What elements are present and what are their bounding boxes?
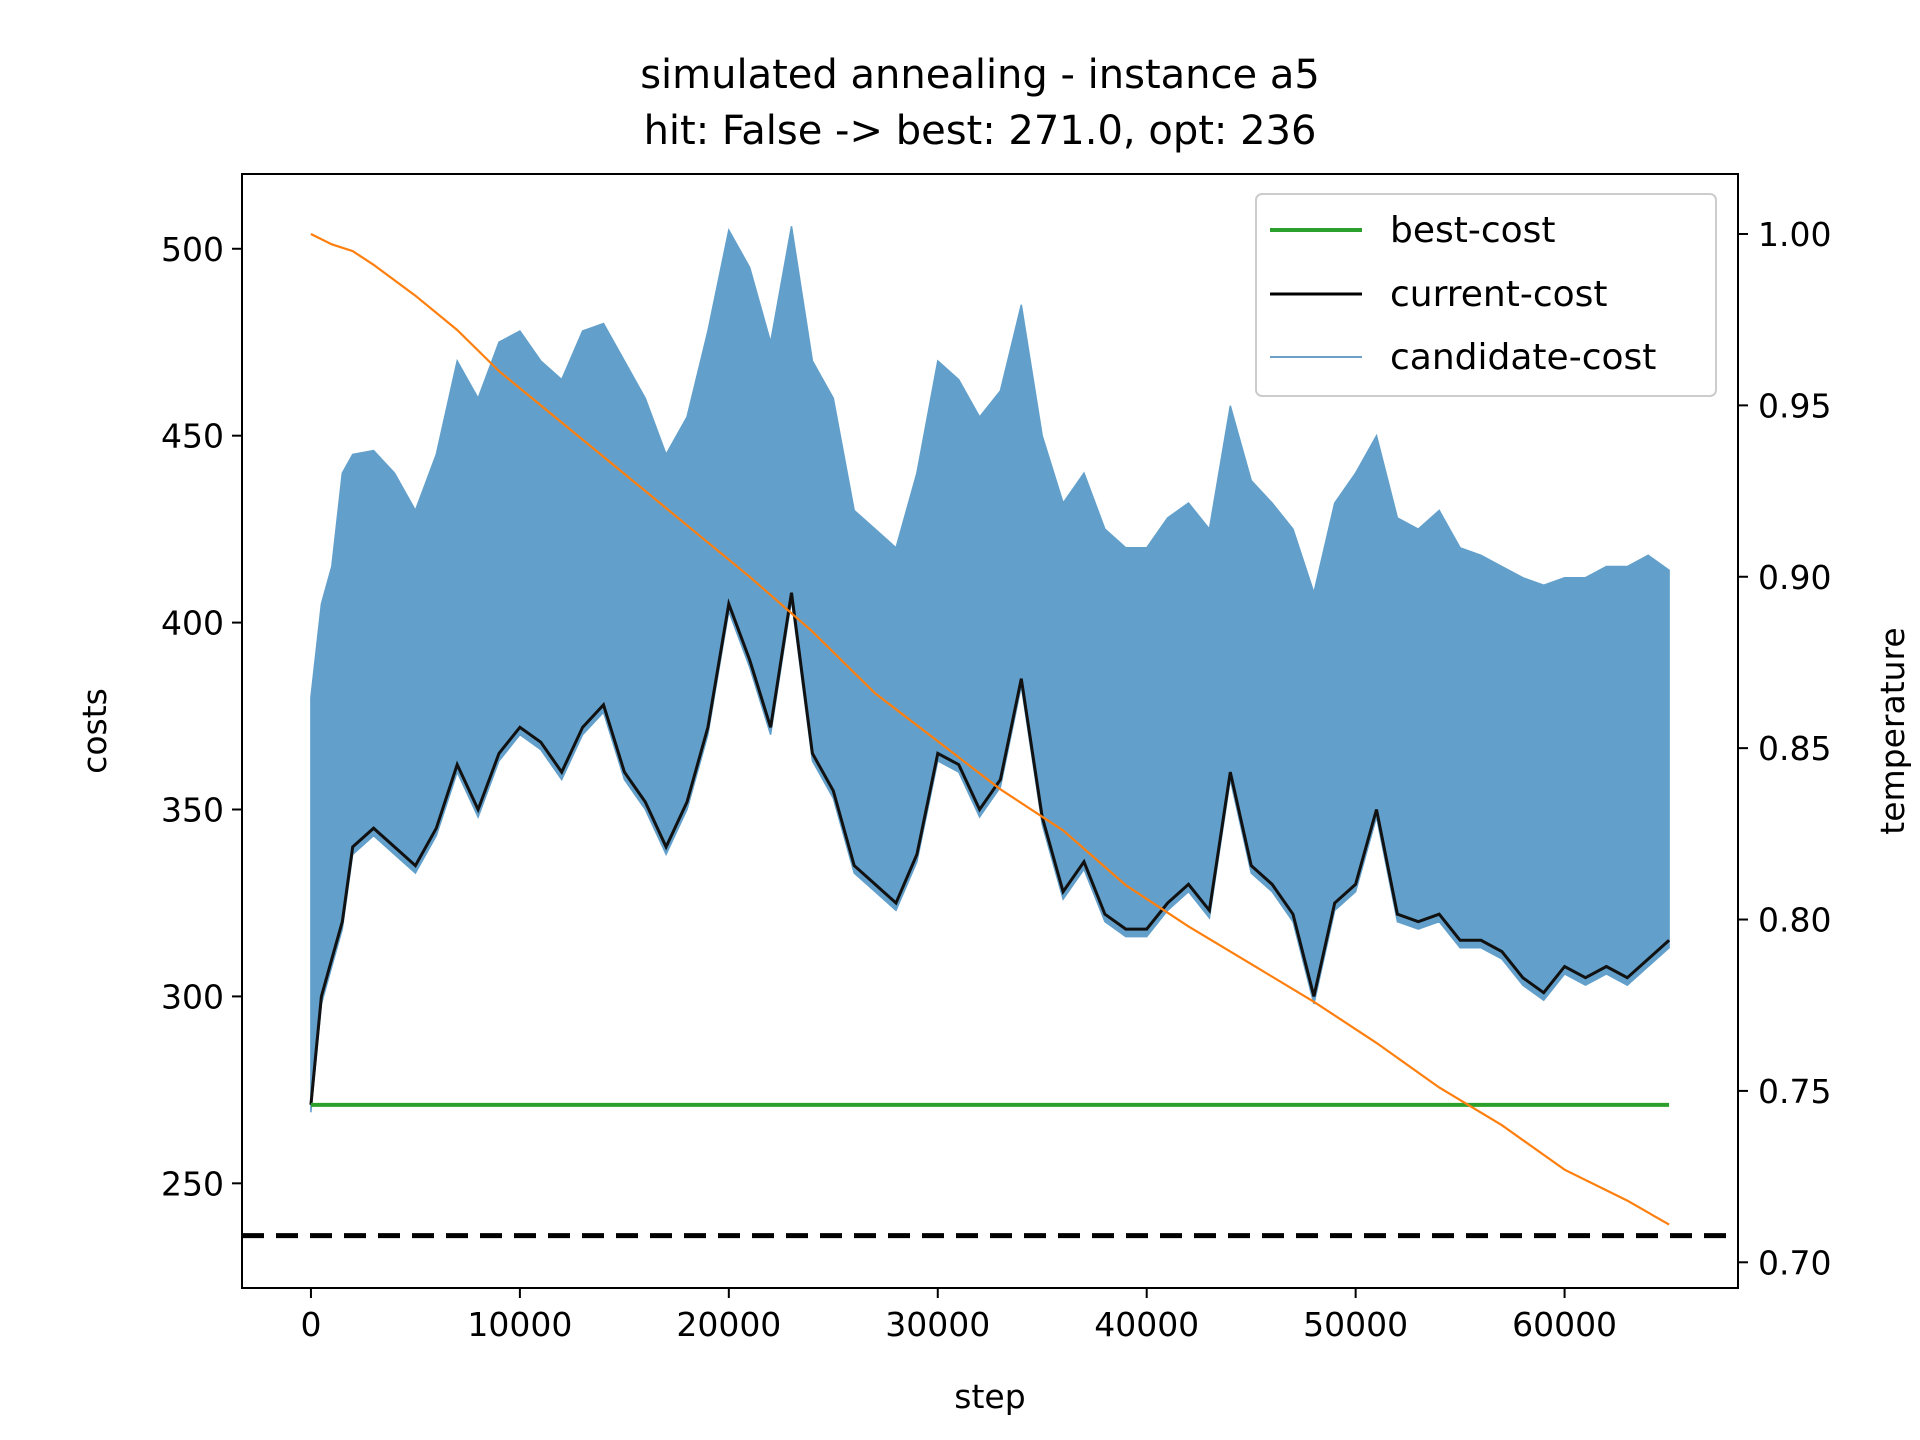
current-cost-series <box>309 592 1671 1105</box>
temperature-series <box>310 233 1670 1226</box>
legend-label-current: current-cost <box>1390 274 1608 315</box>
y2-tick-label: 1.00 <box>1758 215 1831 254</box>
y2-tick-label: 0.70 <box>1758 1243 1831 1282</box>
y-tick-label: 350 <box>161 791 224 830</box>
y2-tick-label: 0.75 <box>1758 1072 1831 1111</box>
y-axis-right: 0.70 0.75 0.80 0.85 0.90 0.95 1.00 <box>1738 215 1831 1282</box>
legend-label-best: best-cost <box>1390 210 1556 251</box>
legend-box <box>1255 193 1717 397</box>
chart-subtitle: hit: False -> best: 271.0, opt: 236 <box>644 108 1317 154</box>
chart-title: simulated annealing - instance a5 <box>640 52 1320 98</box>
x-tick-label: 0 <box>300 1305 321 1344</box>
legend-label-candidate: candidate-cost <box>1390 337 1656 378</box>
y-axis-left: 250 300 350 400 450 500 <box>161 230 242 1203</box>
y-tick-label: 300 <box>161 977 224 1016</box>
x-tick-label: 30000 <box>885 1305 990 1344</box>
y2-tick-label: 0.85 <box>1758 729 1831 768</box>
x-tick-label: 10000 <box>467 1305 572 1344</box>
y-tick-label: 250 <box>161 1164 224 1203</box>
current-cost-line <box>309 592 1671 1105</box>
x-tick-label: 60000 <box>1512 1305 1617 1344</box>
y-tick-label: 500 <box>161 230 224 269</box>
y-tick-label: 400 <box>161 604 224 643</box>
x-axis-label: step <box>954 1377 1025 1416</box>
y-tick-label: 450 <box>161 417 224 456</box>
x-tick-label: 20000 <box>676 1305 781 1344</box>
x-tick-label: 40000 <box>1094 1305 1199 1344</box>
legend: best-cost current-cost candidate-cost <box>1255 193 1717 397</box>
y2-axis-label: temperature <box>1873 627 1912 834</box>
temperature-line <box>310 233 1670 1226</box>
plot-frame <box>241 173 1739 1289</box>
y-axis-label: costs <box>75 688 114 774</box>
x-axis: 0 10000 20000 30000 40000 50000 60000 <box>300 1288 1617 1344</box>
y2-tick-label: 0.90 <box>1758 558 1831 597</box>
y2-tick-label: 0.80 <box>1758 901 1831 940</box>
x-tick-label: 50000 <box>1303 1305 1408 1344</box>
y2-tick-label: 0.95 <box>1758 386 1831 425</box>
